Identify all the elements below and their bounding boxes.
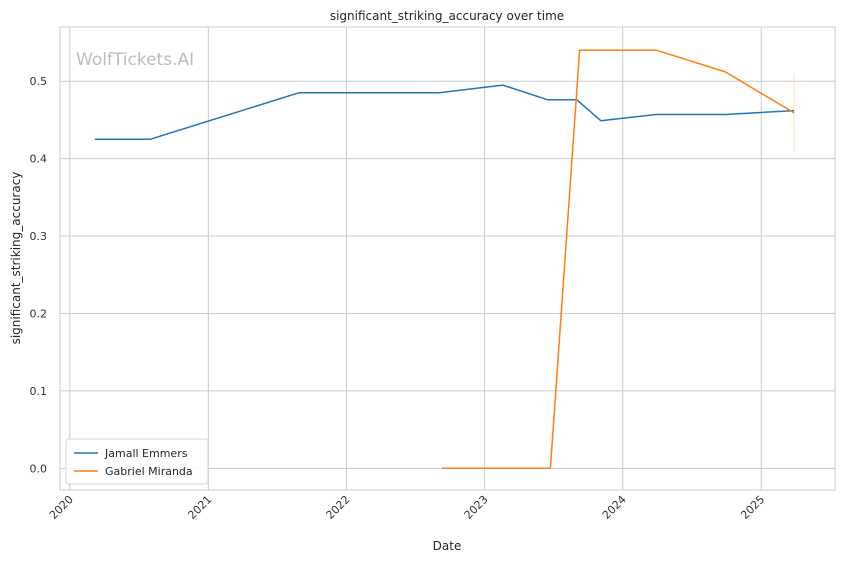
y-axis-title: significant_striking_accuracy: [9, 172, 23, 345]
legend-label-jamall-emmers: Jamall Emmers: [104, 447, 188, 460]
y-tick-label-1: 0.1: [30, 385, 48, 398]
series-lines: [94, 49, 795, 470]
y-tick-label-0: 0.0: [30, 462, 48, 475]
series-line-jamall-emmers: [94, 84, 795, 141]
y-tick-label-2: 0.2: [30, 307, 48, 320]
series-line-gabriel-miranda: [441, 49, 795, 470]
legend: Jamall Emmers Gabriel Miranda: [65, 438, 209, 485]
grid-lines: [60, 27, 835, 490]
plot-area: WolfTickets.AI: [59, 26, 836, 491]
plot-background: [60, 27, 835, 490]
y-tick-label-3: 0.3: [30, 230, 48, 243]
y-tick-label-5: 0.5: [30, 75, 48, 88]
plot-border: [59, 26, 836, 491]
y-axis-ticks: 0.0 0.1 0.2 0.3 0.4 0.5: [30, 75, 48, 475]
legend-box: [65, 438, 209, 485]
watermark-text: WolfTickets.AI: [76, 50, 194, 70]
x-axis-title: Date: [433, 539, 462, 553]
y-tick-label-4: 0.4: [30, 153, 48, 166]
chart-title: significant_striking_accuracy over time: [330, 9, 564, 23]
legend-label-gabriel-miranda: Gabriel Miranda: [105, 465, 193, 478]
